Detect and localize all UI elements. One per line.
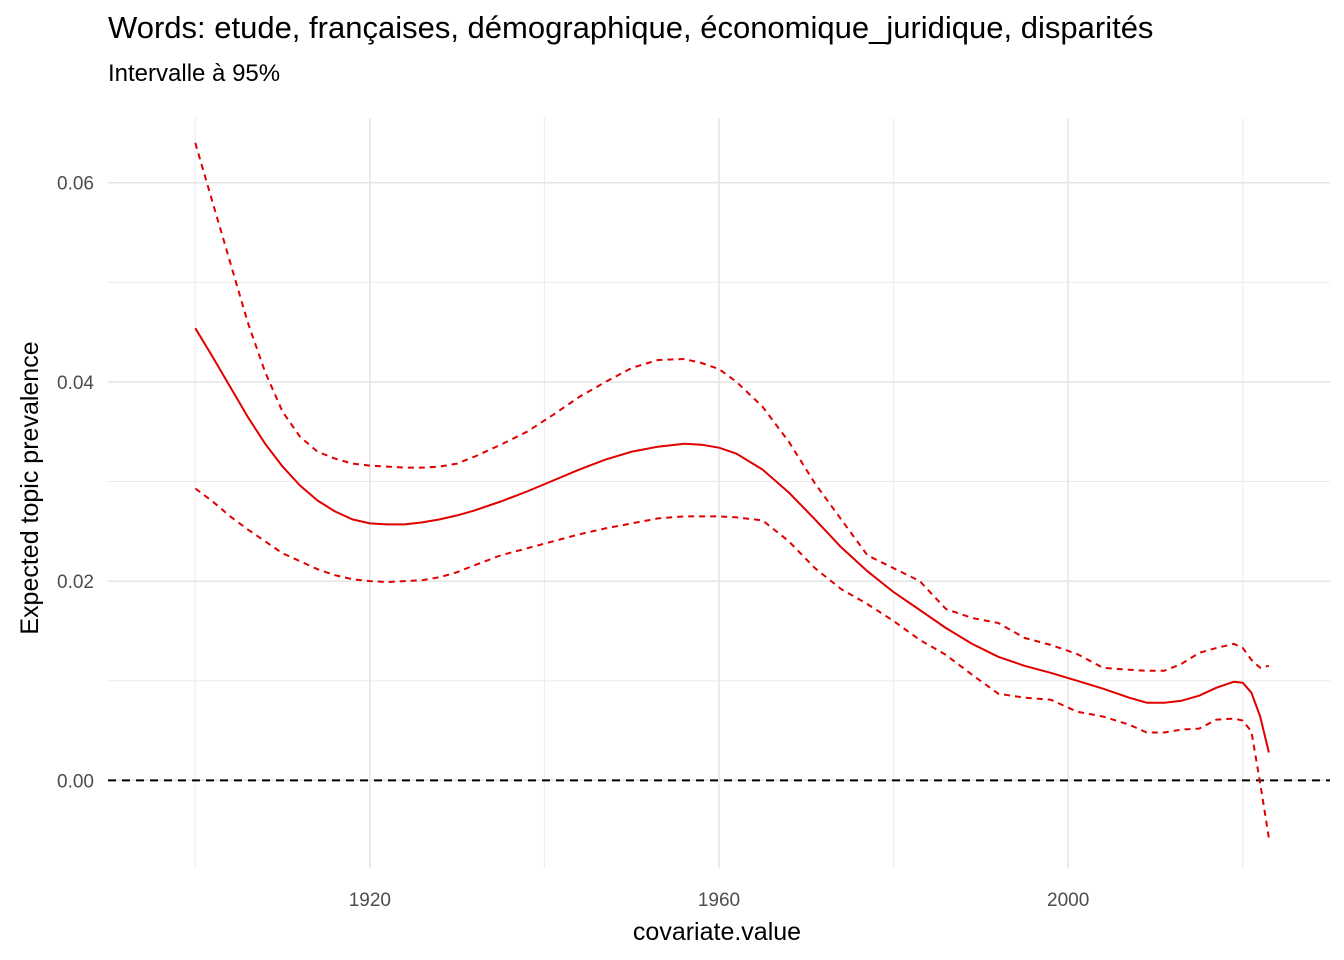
y-tick-label: 0.02: [57, 572, 94, 593]
grid-layer: [108, 118, 1330, 868]
y-tick-label: 0.04: [57, 373, 94, 394]
y-tick-label: 0.00: [57, 771, 94, 792]
chart-title: Words: etude, françaises, démographique,…: [108, 10, 1154, 45]
y-tick-label: 0.06: [57, 174, 94, 195]
y-axis-title: Expected topic prevalence: [16, 341, 44, 634]
x-tick-label: 1960: [698, 890, 740, 911]
tick-label-layer: 1920 1960 2000 0.00 0.02 0.04 0.06: [57, 174, 1089, 911]
x-tick-label: 2000: [1047, 890, 1089, 911]
chart-subtitle: Intervalle à 95%: [108, 60, 281, 87]
x-tick-label: 1920: [349, 890, 391, 911]
series-layer: [194, 142, 1270, 839]
lower-ci-line: [194, 487, 1270, 839]
estimate-line: [194, 327, 1270, 753]
x-axis-title: covariate.value: [633, 918, 801, 946]
upper-ci-line: [194, 142, 1270, 672]
